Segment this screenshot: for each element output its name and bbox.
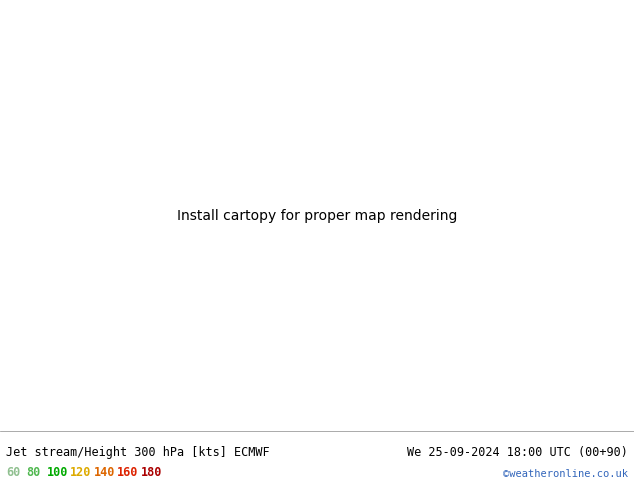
Text: 120: 120 [70, 466, 92, 479]
Text: 60: 60 [6, 466, 20, 479]
Text: 160: 160 [117, 466, 139, 479]
Text: ©weatheronline.co.uk: ©weatheronline.co.uk [503, 469, 628, 479]
Text: 140: 140 [94, 466, 115, 479]
Text: 180: 180 [141, 466, 162, 479]
Text: 100: 100 [47, 466, 68, 479]
Text: We 25-09-2024 18:00 UTC (00+90): We 25-09-2024 18:00 UTC (00+90) [407, 446, 628, 459]
Text: Jet stream/Height 300 hPa [kts] ECMWF: Jet stream/Height 300 hPa [kts] ECMWF [6, 446, 270, 459]
Text: 80: 80 [27, 466, 41, 479]
Text: Install cartopy for proper map rendering: Install cartopy for proper map rendering [177, 209, 457, 222]
